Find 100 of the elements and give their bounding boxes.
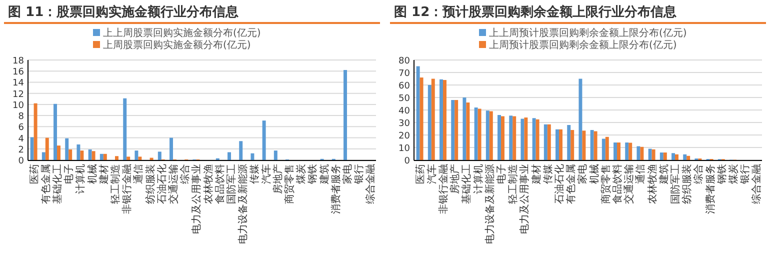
bar bbox=[416, 66, 420, 160]
y-tick-label: 18 bbox=[12, 56, 24, 66]
bar bbox=[567, 125, 571, 160]
x-tick-label: 综合 bbox=[179, 164, 192, 184]
x-tick-label: 机械 bbox=[588, 164, 600, 184]
bar bbox=[239, 141, 243, 160]
bar bbox=[451, 100, 455, 160]
bar bbox=[498, 115, 501, 160]
x-tick-label: 家电 bbox=[576, 164, 589, 184]
x-tick-label: 电子 bbox=[63, 164, 76, 184]
x-tick-label: 消费者服务 bbox=[330, 164, 342, 214]
x-tick-label: 医药 bbox=[28, 164, 40, 184]
y-tick-label: 70 bbox=[398, 69, 410, 79]
legend-label: 上周预计股票回购剩余金额上限分布(亿元) bbox=[489, 39, 677, 51]
bar bbox=[605, 136, 609, 160]
x-tick-label: 房地产 bbox=[449, 164, 462, 194]
bar bbox=[625, 142, 629, 160]
bar bbox=[509, 116, 513, 160]
bar bbox=[274, 150, 278, 160]
bar bbox=[512, 116, 516, 160]
x-tick-label: 房地产 bbox=[272, 164, 284, 194]
x-tick-label: 纺织服装 bbox=[681, 164, 694, 204]
bar bbox=[648, 148, 652, 160]
bar bbox=[474, 108, 478, 160]
bar bbox=[486, 110, 490, 160]
x-tick-label: 农林牧渔 bbox=[646, 164, 658, 204]
bar bbox=[478, 108, 482, 160]
x-tick-label: 石油石化 bbox=[554, 164, 566, 204]
x-tick-label: 通信 bbox=[132, 164, 145, 184]
y-tick-label: 40 bbox=[398, 106, 410, 116]
bar bbox=[536, 119, 540, 160]
x-tick-label: 煤炭 bbox=[295, 164, 308, 184]
bar bbox=[636, 146, 640, 160]
bar bbox=[443, 80, 446, 160]
bar bbox=[100, 154, 104, 160]
y-tick-label: 20 bbox=[398, 132, 410, 142]
bar bbox=[420, 78, 424, 160]
bar bbox=[520, 118, 524, 160]
bar bbox=[466, 102, 470, 160]
legend-label: 上上周股票回购实施金额分布(亿元) bbox=[103, 27, 261, 39]
bar bbox=[640, 146, 644, 160]
y-tick-label: 60 bbox=[398, 82, 410, 92]
chart-title: 图 11：股票回购实施金额行业分布信息 bbox=[8, 4, 240, 20]
bar bbox=[68, 149, 72, 160]
bar bbox=[115, 156, 118, 160]
bar bbox=[123, 98, 127, 160]
x-tick-label: 机械 bbox=[86, 164, 98, 184]
chart-title: 图 12：预计股票回购剩余金额上限行业分布信息 bbox=[394, 4, 678, 20]
x-tick-label: 钢铁 bbox=[306, 164, 319, 185]
x-tick-label: 计算机 bbox=[74, 164, 87, 194]
y-tick-label: 12 bbox=[12, 90, 24, 100]
x-tick-label: 食品饮料 bbox=[214, 164, 226, 204]
bar bbox=[544, 124, 548, 160]
x-tick-label: 商贸零售 bbox=[600, 164, 612, 204]
x-tick-label: 传媒 bbox=[542, 164, 554, 184]
bar bbox=[76, 144, 80, 160]
y-tick-label: 0 bbox=[404, 156, 410, 166]
x-tick-label: 计算机 bbox=[472, 164, 484, 194]
y-tick-label: 16 bbox=[12, 68, 24, 78]
x-tick-label: 银行 bbox=[354, 164, 366, 185]
y-tick-label: 30 bbox=[398, 119, 410, 129]
x-tick-label: 传媒 bbox=[250, 164, 261, 184]
y-tick-label: 50 bbox=[398, 94, 410, 104]
bar bbox=[462, 98, 466, 160]
x-tick-label: 建材 bbox=[98, 164, 110, 185]
x-tick-label: 家电 bbox=[342, 164, 354, 184]
bar bbox=[594, 131, 598, 160]
bar bbox=[672, 153, 675, 160]
bar bbox=[45, 138, 49, 160]
bar bbox=[440, 79, 443, 160]
bar bbox=[578, 78, 582, 160]
x-tick-label: 建材 bbox=[530, 164, 542, 185]
x-tick-label: 轻工制造 bbox=[110, 164, 122, 204]
bar bbox=[126, 156, 130, 160]
y-tick-label: 14 bbox=[12, 78, 24, 89]
x-tick-label: 食品饮料 bbox=[612, 164, 624, 204]
x-tick-label: 综合金融 bbox=[750, 164, 763, 204]
x-tick-label: 通信 bbox=[634, 164, 647, 184]
x-tick-label: 国防军工 bbox=[670, 164, 682, 204]
x-tick-label: 基础化工 bbox=[460, 164, 473, 204]
bar bbox=[54, 104, 57, 160]
bar bbox=[103, 154, 107, 160]
bar bbox=[556, 129, 559, 160]
y-tick-label: 80 bbox=[398, 56, 410, 66]
x-tick-label: 石油石化 bbox=[156, 164, 168, 204]
bar bbox=[663, 152, 667, 160]
bar bbox=[57, 146, 60, 160]
bar bbox=[590, 130, 594, 160]
x-tick-label: 纺织服装 bbox=[144, 164, 156, 204]
x-tick-label: 交通运输 bbox=[168, 164, 180, 204]
y-tick-label: 8 bbox=[18, 112, 24, 122]
x-tick-label: 非银行金融 bbox=[121, 164, 134, 214]
y-tick-label: 6 bbox=[18, 123, 24, 134]
x-tick-label: 电子 bbox=[496, 164, 508, 184]
x-tick-label: 轻工制造 bbox=[507, 164, 520, 204]
x-tick-label: 有色金属 bbox=[40, 164, 52, 204]
bar bbox=[454, 100, 458, 160]
bar bbox=[582, 130, 586, 160]
x-tick-label: 银行 bbox=[740, 164, 752, 185]
bar bbox=[628, 142, 632, 160]
